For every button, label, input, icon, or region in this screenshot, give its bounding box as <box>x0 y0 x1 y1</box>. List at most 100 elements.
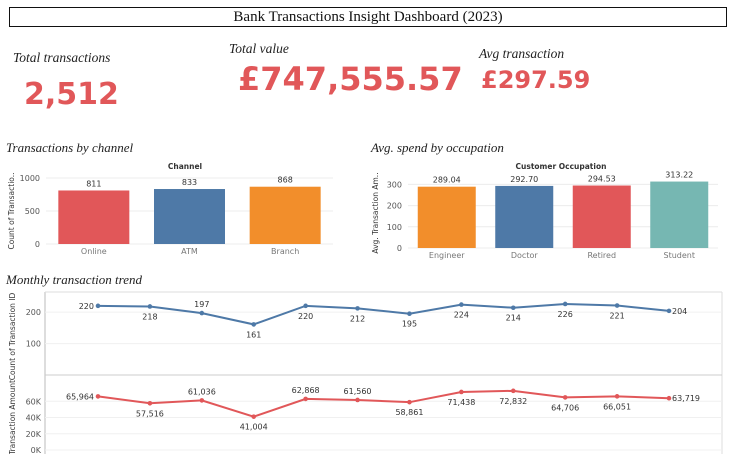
monthly-amount-y-tick-label: 60K <box>26 397 42 406</box>
monthly-amount-point-label: 58,861 <box>395 408 423 417</box>
channel-bar-value-label: 811 <box>86 179 101 188</box>
occupation-bar-value-label: 294.53 <box>588 175 616 184</box>
monthly-amount-point <box>355 397 360 403</box>
monthly-count-point-label: 161 <box>246 330 261 339</box>
monthly-amount-point-label: 71,438 <box>447 398 475 407</box>
channel-bar-online <box>58 190 130 244</box>
occupation-bar-value-label: 292.70 <box>510 175 538 184</box>
monthly-count-point <box>614 303 620 308</box>
monthly-count-point <box>355 306 360 311</box>
channel-bar-chart: Channel Count of Transactio.. 0 500 1000 811 O… <box>7 162 333 256</box>
monthly-amount-series-line <box>97 389 670 418</box>
channel-chart-header: Channel <box>168 162 202 171</box>
channel-y-tick-label: 0 <box>35 240 40 249</box>
occupation-y-axis-label: Avg. Transaction Am.. <box>371 172 380 253</box>
occupation-x-tick-label: Student <box>664 251 696 260</box>
section-title-occupation: Avg. spend by occupation <box>371 140 504 155</box>
monthly-count-y-tick-label: 100 <box>26 340 41 349</box>
kpi-total-value-value: £747,555.57 <box>238 60 463 98</box>
monthly-amount-point <box>459 389 464 395</box>
monthly-amount-point-label: 41,004 <box>240 423 268 432</box>
channel-y-tick-label: 1000 <box>20 174 40 183</box>
monthly-amount-point-label: 66,051 <box>603 402 631 411</box>
occupation-y-tick-label: 200 <box>387 202 402 211</box>
monthly-trend-chart: 100 200 Count of Transaction ID 220 218 197 16… <box>8 291 723 454</box>
monthly-count-point-label: 212 <box>350 314 365 323</box>
monthly-amount-point <box>614 394 620 399</box>
monthly-amount-point <box>666 395 672 401</box>
monthly-count-point-label: 220 <box>79 302 94 311</box>
monthly-count-point <box>251 322 257 327</box>
occupation-chart-header: Customer Occupation <box>516 162 607 171</box>
monthly-count-point-label: 218 <box>142 312 157 321</box>
occupation-y-tick-label: 0 <box>397 244 402 253</box>
monthly-amount-point <box>95 394 101 399</box>
monthly-count-point <box>666 308 672 314</box>
monthly-count-series-line <box>97 302 670 326</box>
monthly-count-point <box>199 310 205 316</box>
monthly-amount-point-label: 61,560 <box>344 387 372 396</box>
monthly-count-point <box>459 302 464 307</box>
monthly-amount-point <box>407 399 412 405</box>
monthly-amount-point <box>562 395 568 400</box>
monthly-count-point-label: 197 <box>194 300 209 309</box>
monthly-amount-point-label: 65,964 <box>66 392 94 401</box>
section-title-monthly: Monthly transaction trend <box>6 272 143 287</box>
monthly-amount-point <box>303 396 308 402</box>
monthly-amount-point-label: 63,719 <box>672 394 700 403</box>
monthly-count-point-label: 221 <box>609 312 624 321</box>
occupation-y-tick-label: 300 <box>387 180 402 189</box>
monthly-count-point-label: 226 <box>558 310 573 319</box>
monthly-count-point <box>95 303 101 309</box>
monthly-count-y-tick-label: 200 <box>26 308 41 317</box>
monthly-amount-point <box>510 388 516 394</box>
kpi-total-value-label: Total value <box>229 41 289 56</box>
channel-x-tick-label: Online <box>81 247 107 256</box>
occupation-bar-value-label: 289.04 <box>433 176 461 185</box>
occupation-bar-engineer <box>417 186 476 248</box>
channel-y-axis-label: Count of Transactio.. <box>7 172 16 249</box>
monthly-count-point-label: 214 <box>506 314 521 323</box>
monthly-count-point-label: 195 <box>402 320 417 329</box>
monthly-count-point-label: 220 <box>298 312 313 321</box>
channel-bar-branch <box>249 186 321 244</box>
monthly-amount-point <box>251 414 257 419</box>
kpi-total-transactions-value: 2,512 <box>24 77 119 112</box>
monthly-amount-y-tick-label: 40K <box>26 414 42 423</box>
occupation-x-tick-label: Engineer <box>429 251 465 260</box>
monthly-amount-y-tick-label: 20K <box>26 430 42 439</box>
monthly-count-point <box>407 311 412 317</box>
monthly-count-point <box>510 305 516 311</box>
monthly-amount-point-label: 62,868 <box>292 386 320 395</box>
monthly-amount-point <box>147 400 153 406</box>
occupation-bar-value-label: 313.22 <box>665 171 693 180</box>
monthly-amount-point-label: 72,832 <box>499 397 527 406</box>
monthly-count-point-label: 204 <box>672 307 687 316</box>
occupation-y-tick-label: 100 <box>387 223 402 232</box>
monthly-count-point <box>562 301 568 307</box>
channel-bar-value-label: 833 <box>182 178 197 187</box>
monthly-amount-point <box>199 398 205 403</box>
monthly-amount-point-label: 61,036 <box>188 387 216 396</box>
channel-x-tick-label: ATM <box>181 247 198 256</box>
monthly-amount-point-label: 64,706 <box>551 403 579 412</box>
channel-bar-value-label: 868 <box>278 176 293 185</box>
monthly-count-point <box>303 303 308 309</box>
channel-y-tick-label: 500 <box>25 207 40 216</box>
occupation-bar-student <box>650 181 709 248</box>
monthly-amount-y-tick-label: 0K <box>31 446 42 454</box>
occupation-bar-doctor <box>495 185 554 248</box>
section-title-channel: Transactions by channel <box>6 140 134 155</box>
occupation-bar-chart: Customer Occupation Avg. Transaction Am..… <box>371 162 718 260</box>
occupation-x-tick-label: Retired <box>587 251 616 260</box>
occupation-bar-retired <box>572 185 631 248</box>
channel-x-tick-label: Branch <box>271 247 299 256</box>
monthly-count-point-label: 224 <box>454 311 469 320</box>
dashboard-title: Bank Transactions Insight Dashboard (202… <box>9 7 727 27</box>
monthly-count-y-axis-label: Count of Transaction ID <box>8 293 17 381</box>
monthly-count-point <box>147 304 153 309</box>
monthly-amount-y-axis-label: Transaction Amount <box>8 380 17 454</box>
kpi-total-transactions-label: Total transactions <box>13 50 111 65</box>
occupation-x-tick-label: Doctor <box>511 251 538 260</box>
channel-bar-atm <box>154 189 225 244</box>
